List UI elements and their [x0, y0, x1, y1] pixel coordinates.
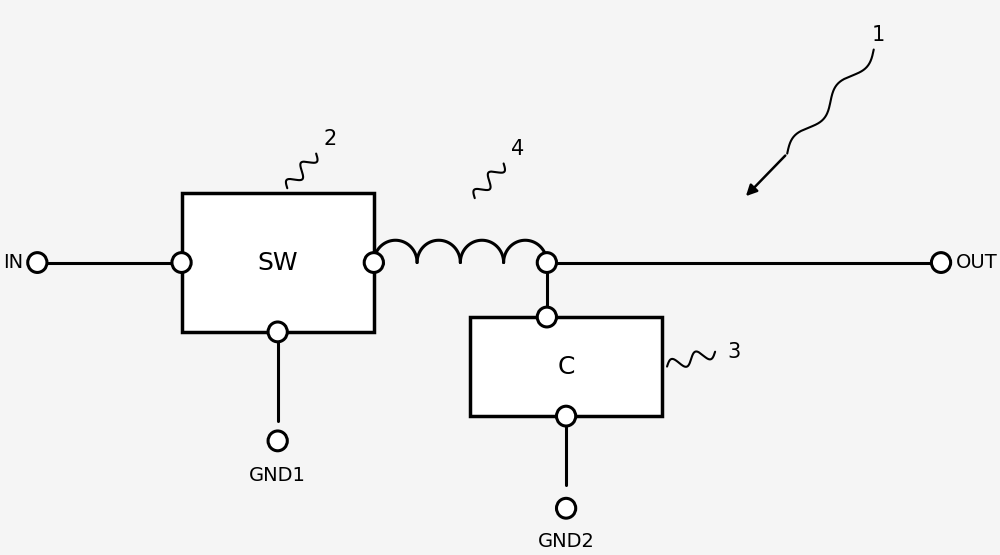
Bar [182, 193, 374, 332]
Circle shape [931, 253, 951, 273]
Text: GND2: GND2 [538, 532, 595, 551]
Circle shape [268, 431, 287, 451]
Circle shape [172, 253, 191, 273]
Bar [470, 317, 662, 416]
Text: 3: 3 [728, 342, 741, 362]
Text: SW: SW [257, 250, 298, 275]
Text: 2: 2 [324, 129, 337, 149]
Circle shape [268, 322, 287, 342]
Circle shape [556, 498, 576, 518]
Circle shape [556, 406, 576, 426]
Circle shape [364, 253, 383, 273]
Text: C: C [557, 355, 575, 379]
Circle shape [537, 253, 556, 273]
Text: 1: 1 [872, 24, 885, 44]
Text: 4: 4 [511, 139, 525, 159]
Text: OUT: OUT [955, 253, 997, 272]
Circle shape [28, 253, 47, 273]
Text: IN: IN [3, 253, 23, 272]
Text: GND1: GND1 [249, 466, 306, 485]
Circle shape [537, 307, 556, 327]
